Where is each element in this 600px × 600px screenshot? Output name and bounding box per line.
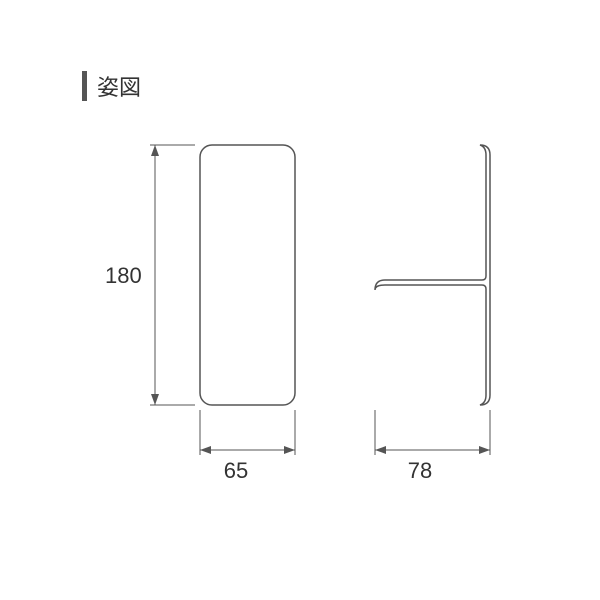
svg-text:65: 65 <box>224 458 248 483</box>
svg-text:180: 180 <box>105 263 142 288</box>
page: 姿図 1806578 <box>0 0 600 600</box>
side-view <box>375 145 490 405</box>
svg-text:78: 78 <box>408 458 432 483</box>
front-view <box>200 145 295 405</box>
drawing-canvas: 180 65 78 <box>0 0 600 600</box>
